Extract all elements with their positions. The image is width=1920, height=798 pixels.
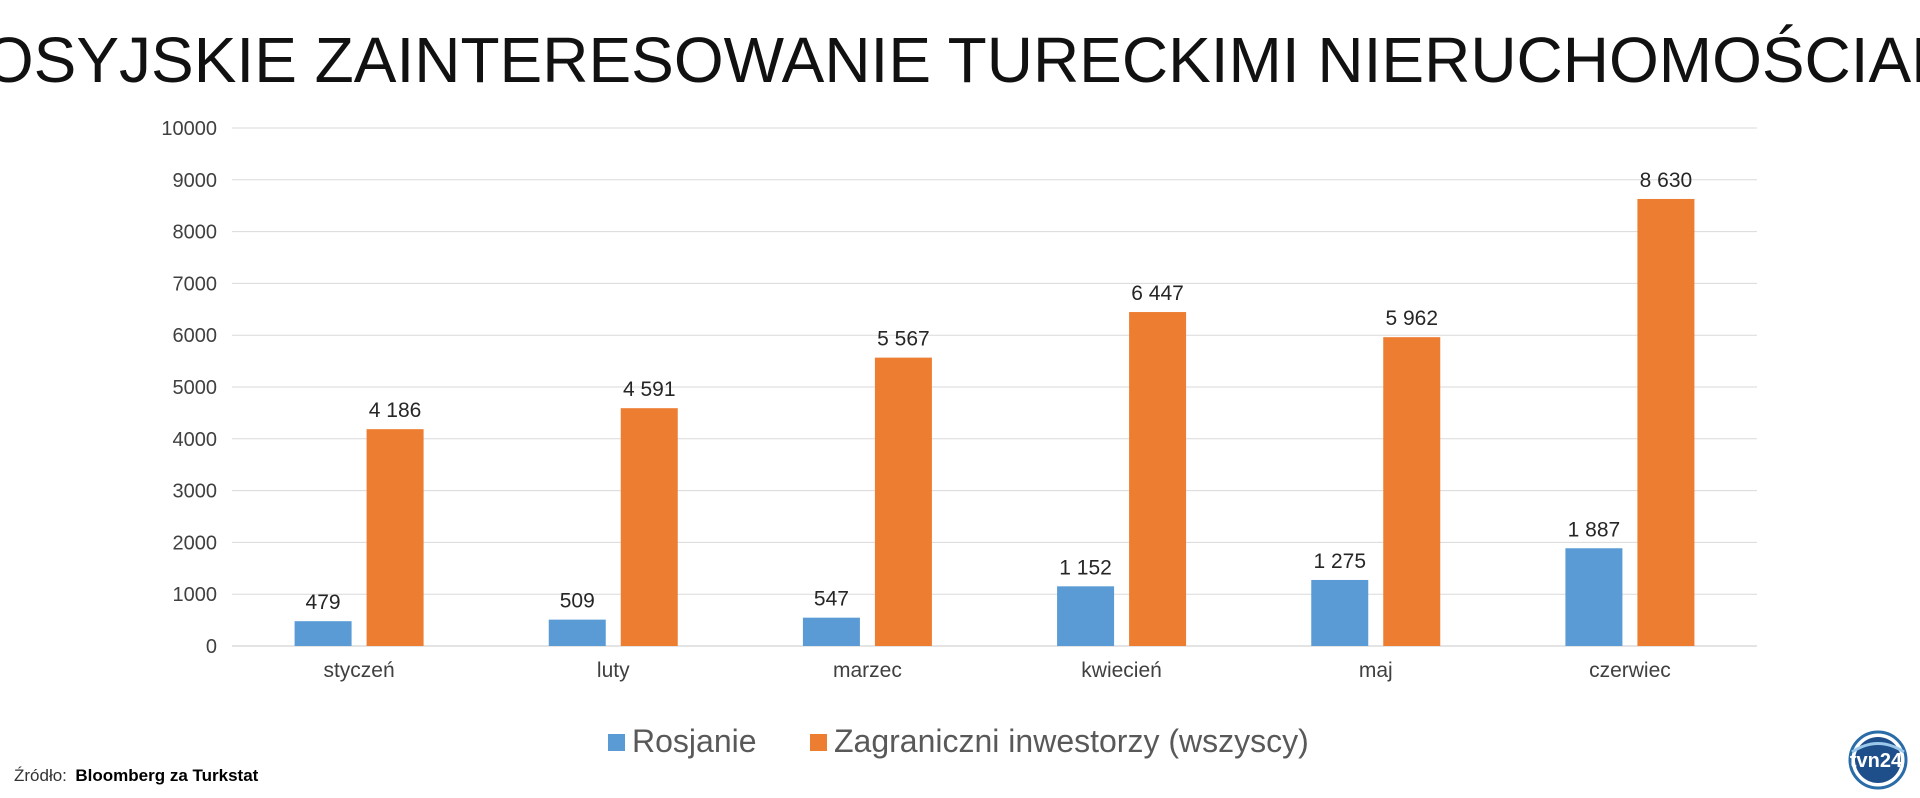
data-label: 1 887 <box>1568 518 1621 541</box>
bar-rosjanie-1 <box>548 619 606 646</box>
data-label: 1 275 <box>1313 550 1366 573</box>
data-labels: 479 4 186 509 4 591 547 5 567 1 152 6 447 1 275 5… <box>306 169 1693 614</box>
bars <box>294 198 1695 646</box>
bar-zagraniczni-5 <box>1637 198 1695 646</box>
legend: Rosjanie Zagraniczni inwestorzy (wszyscy) <box>608 723 1309 759</box>
category-label: marzec <box>833 659 902 682</box>
category-label: kwiecień <box>1081 659 1162 682</box>
chart-title: ROSYJSKIE ZAINTERESOWANIE TURECKIMI NIER… <box>0 23 1920 96</box>
y-tick-label: 5000 <box>173 377 218 399</box>
data-label: 509 <box>560 590 595 613</box>
data-label: 6 447 <box>1131 282 1184 305</box>
bar-zagraniczni-4 <box>1383 337 1441 646</box>
logo-text: tvn24 <box>1850 750 1903 772</box>
y-tick-label: 1000 <box>173 584 218 606</box>
bar-rosjanie-3 <box>1057 586 1115 646</box>
data-label: 5 567 <box>877 328 930 351</box>
y-tick-label: 9000 <box>173 170 218 192</box>
category-label: maj <box>1359 659 1393 682</box>
y-tick-label: 7000 <box>173 273 218 295</box>
bar-zagraniczni-2 <box>874 357 932 646</box>
bar-rosjanie-4 <box>1311 579 1369 646</box>
y-tick-label: 4000 <box>173 429 218 451</box>
y-tick-label: 6000 <box>173 325 218 347</box>
gridlines <box>232 127 1757 647</box>
data-label: 5 962 <box>1385 307 1438 330</box>
data-label: 547 <box>814 588 849 611</box>
data-label: 1 152 <box>1059 556 1112 579</box>
bar-zagraniczni-3 <box>1129 312 1187 646</box>
y-tick-label: 0 <box>206 636 217 658</box>
y-tick-label: 2000 <box>173 532 218 554</box>
legend-swatch <box>810 734 827 751</box>
data-label: 8 630 <box>1640 169 1693 192</box>
bar-rosjanie-0 <box>294 621 352 646</box>
source-prefix: Źródło: <box>14 766 67 785</box>
legend-label: Zagraniczni inwestorzy (wszyscy) <box>834 723 1309 759</box>
bar-zagraniczni-1 <box>620 408 678 646</box>
data-label: 479 <box>306 591 341 614</box>
y-tick-label: 8000 <box>173 222 218 244</box>
source-text: Bloomberg za Turkstat <box>75 766 258 785</box>
data-label: 4 186 <box>369 399 422 422</box>
y-axis-ticks: 0 1000 2000 3000 4000 5000 6000 7000 8000 9000 100… <box>161 118 217 658</box>
category-label: styczeń <box>323 659 394 682</box>
source-note: Źródło: Bloomberg za Turkstat <box>14 766 259 785</box>
legend-swatch <box>608 734 625 751</box>
tvn24-logo: tvn24 <box>1848 730 1908 790</box>
legend-label: Rosjanie <box>632 723 757 759</box>
category-label: luty <box>597 659 630 682</box>
category-label: czerwiec <box>1589 659 1671 682</box>
bar-rosjanie-5 <box>1565 548 1623 646</box>
bar-rosjanie-2 <box>802 617 860 646</box>
x-axis-categories: styczeń luty marzec kwiecień maj czerwiec <box>323 659 1670 682</box>
y-tick-label: 3000 <box>173 481 218 503</box>
y-tick-label: 10000 <box>161 118 217 140</box>
bar-zagraniczni-0 <box>366 429 424 646</box>
data-label: 4 591 <box>623 378 676 401</box>
svg-text:Źródło: Bloomberg za Tur: Źródło: Bloomberg za Turkstat <box>14 766 259 785</box>
